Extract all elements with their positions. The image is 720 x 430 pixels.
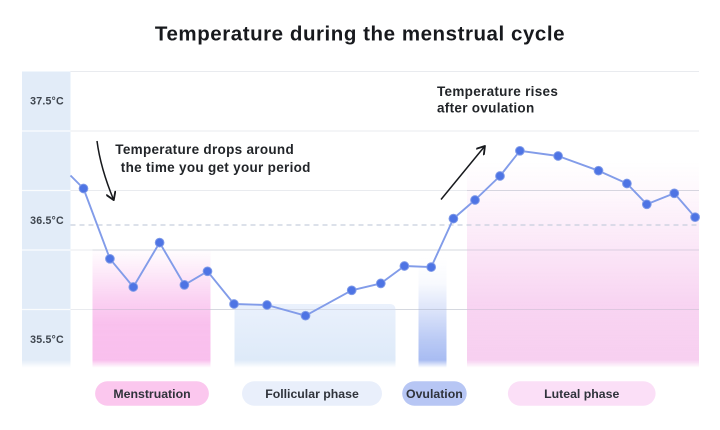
svg-text:Temperature rises: Temperature rises bbox=[437, 84, 558, 99]
svg-text:the time you get your period: the time you get your period bbox=[121, 160, 311, 175]
svg-text:36.5°C: 36.5°C bbox=[30, 215, 64, 227]
svg-text:35.5°C: 35.5°C bbox=[30, 334, 64, 346]
svg-text:Luteal phase: Luteal phase bbox=[544, 387, 619, 401]
svg-text:Temperature drops around: Temperature drops around bbox=[115, 142, 294, 157]
svg-text:37.5°C: 37.5°C bbox=[30, 95, 64, 107]
svg-text:Temperature during the menstru: Temperature during the menstrual cycle bbox=[155, 23, 565, 46]
svg-text:Follicular phase: Follicular phase bbox=[265, 387, 359, 401]
svg-text:Menstruation: Menstruation bbox=[113, 387, 190, 401]
svg-text:Ovulation: Ovulation bbox=[406, 387, 463, 401]
svg-text:after ovulation: after ovulation bbox=[437, 101, 535, 116]
